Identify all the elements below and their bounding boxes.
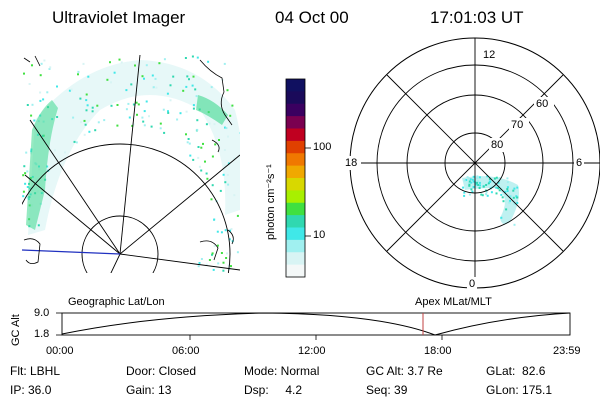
info-door: Door: Closed (126, 364, 197, 378)
colorbar-segment (286, 178, 305, 191)
info-flt: Flt: LBHL (10, 364, 61, 378)
xtick-1200: 12:00 (298, 345, 326, 357)
lat-label-80: 80 (491, 139, 504, 151)
colorbar-tick-100: 100 (313, 141, 332, 153)
colorbar-segment (286, 215, 305, 228)
colorbar-segment (286, 190, 305, 204)
colorbar-segment (286, 252, 305, 266)
info-gain: Gain: 13 (126, 383, 172, 397)
apex-label: Apex MLat/MLT (415, 296, 492, 308)
date: 04 Oct 00 (275, 8, 349, 27)
time: 17:01:03 UT (430, 8, 524, 27)
colorbar-segment (286, 202, 305, 216)
polar-plot (343, 37, 600, 291)
colorbar-segment (286, 91, 305, 105)
aurora-band-right (196, 95, 228, 125)
terminator-line (22, 249, 121, 255)
polar-aurora (462, 176, 519, 225)
info-ip: IP: 36.0 (10, 383, 52, 397)
info-mode: Mode: Normal (244, 364, 320, 378)
colorbar (286, 79, 305, 278)
aurora-region (28, 60, 240, 235)
lat-label-70: 70 (511, 119, 524, 131)
info-dsp: Dsp: 4.2 (244, 383, 303, 397)
lat-circle-outer (22, 143, 231, 273)
ytick-1-8: 1.8 (34, 328, 50, 340)
mlt-label-0: 0 (469, 278, 476, 290)
altitude-ylabel: GC Alt (10, 314, 22, 346)
altitude-curve (61, 312, 571, 336)
info-gc-alt: GC Alt: 3.7 Re (366, 364, 443, 378)
mlt-label-6: 6 (576, 157, 583, 169)
colorbar-segment (286, 116, 305, 129)
mlt-label-12: 12 (483, 49, 496, 61)
xtick-0000: 00:00 (46, 345, 74, 357)
info-glon: GLon: 175.1 (486, 383, 553, 397)
geo-label: Geographic Lat/Lon (68, 296, 165, 308)
colorbar-segment (286, 264, 305, 278)
ytick-9: 9.0 (34, 307, 50, 319)
info-glat: GLat: 82.6 (486, 364, 546, 378)
colorbar-segment (286, 153, 305, 167)
polar-aurora-speckles (462, 175, 519, 226)
colorbar-segment (286, 103, 305, 117)
xtick-2359: 23:59 (553, 345, 581, 357)
geographic-map (22, 55, 240, 273)
mlt-label-18: 18 (345, 157, 358, 169)
colorbar-segment (286, 165, 305, 179)
xtick-1800: 18:00 (424, 345, 452, 357)
lat-circle-inner (81, 215, 159, 273)
colorbar-segment (286, 239, 305, 253)
title: Ultraviolet Imager (52, 8, 186, 27)
colorbar-segment (286, 128, 305, 142)
aurora-band-left (26, 100, 58, 230)
xtick-0600: 06:00 (172, 345, 200, 357)
colorbar-unit-label: photon cm⁻²s⁻¹ (265, 164, 277, 240)
info-seq: Seq: 39 (366, 383, 408, 397)
colorbar-tick-10: 10 (313, 229, 326, 241)
lat-label-60: 60 (536, 98, 549, 110)
altitude-plot (56, 312, 571, 340)
colorbar-segment (286, 79, 305, 92)
colorbar-segment (286, 140, 305, 154)
colorbar-segment (286, 227, 305, 241)
